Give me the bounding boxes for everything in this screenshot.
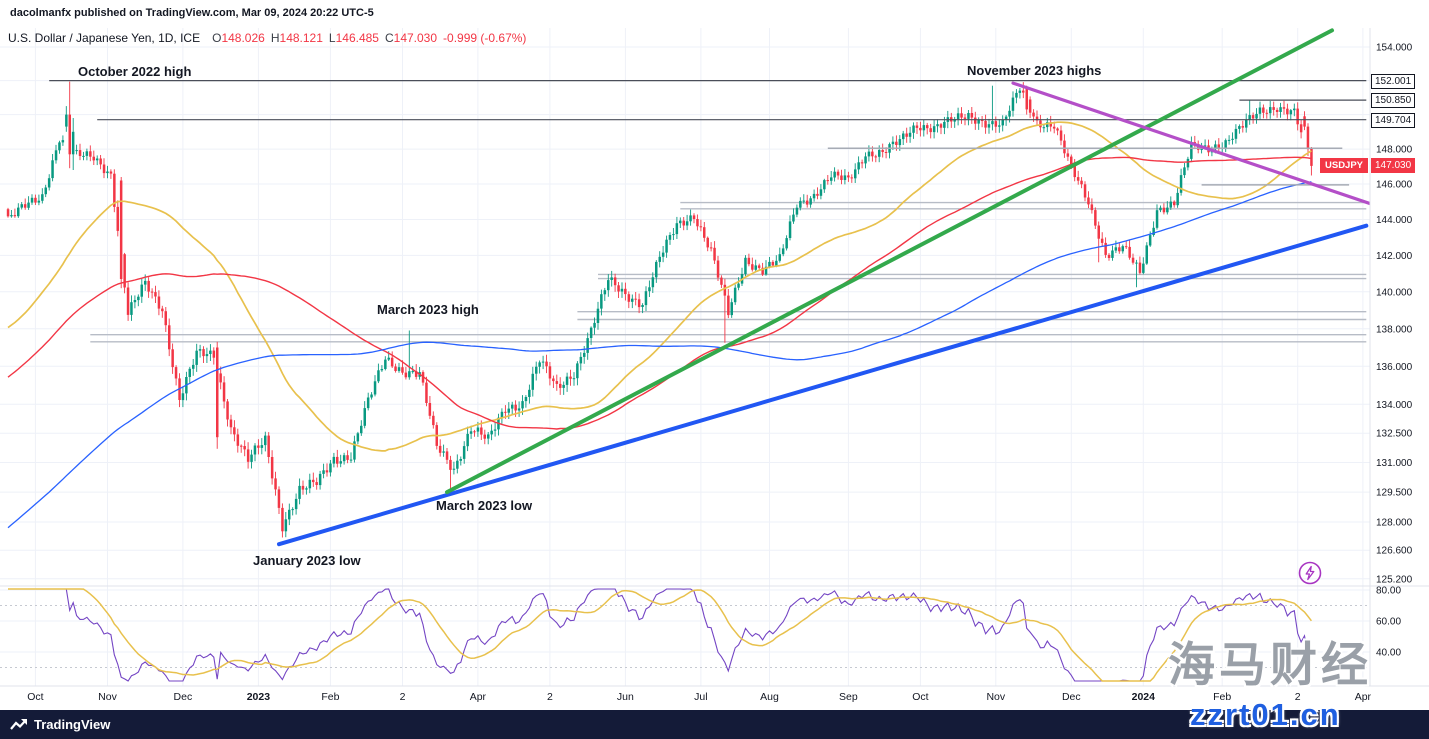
svg-text:Oct: Oct bbox=[27, 691, 43, 703]
tradingview-logo[interactable]: TradingView bbox=[10, 717, 110, 732]
tradingview-logo-icon bbox=[10, 718, 27, 730]
open-value: 148.026 bbox=[221, 31, 265, 45]
svg-text:2: 2 bbox=[1295, 691, 1301, 703]
svg-text:2023: 2023 bbox=[247, 691, 271, 703]
chart-annotation: March 2023 low bbox=[436, 498, 533, 513]
high-value: 148.121 bbox=[279, 31, 323, 45]
svg-text:Nov: Nov bbox=[98, 691, 117, 703]
low-label: L bbox=[328, 31, 336, 45]
svg-text:136.000: 136.000 bbox=[1376, 362, 1413, 373]
svg-text:2: 2 bbox=[400, 691, 406, 703]
chart-legend: U.S. Dollar / Japanese Yen, 1D, ICE O148.… bbox=[8, 31, 526, 45]
svg-text:Apr: Apr bbox=[1355, 691, 1372, 703]
svg-text:126.600: 126.600 bbox=[1376, 546, 1413, 557]
svg-text:132.500: 132.500 bbox=[1376, 429, 1413, 440]
svg-text:Dec: Dec bbox=[1062, 691, 1081, 703]
svg-text:131.000: 131.000 bbox=[1376, 458, 1413, 469]
attribution-bar: dacolmanfx published on TradingView.com,… bbox=[0, 0, 1429, 27]
price-level-tag: 149.704 bbox=[1371, 113, 1416, 128]
chart-annotation: March 2023 high bbox=[377, 302, 479, 317]
svg-text:148.000: 148.000 bbox=[1376, 145, 1413, 156]
svg-text:146.000: 146.000 bbox=[1376, 180, 1413, 191]
lightning-icon bbox=[1298, 561, 1322, 585]
svg-text:Feb: Feb bbox=[321, 691, 339, 703]
svg-text:2024: 2024 bbox=[1132, 691, 1156, 703]
svg-text:125.200: 125.200 bbox=[1376, 574, 1413, 585]
svg-text:Oct: Oct bbox=[912, 691, 928, 703]
price-level-tag: 150.850 bbox=[1371, 93, 1416, 108]
svg-text:140.000: 140.000 bbox=[1376, 287, 1413, 298]
footer-bar: TradingView bbox=[0, 710, 1429, 739]
close-value: 147.030 bbox=[393, 31, 438, 45]
watermark-cjk: 海马财经 bbox=[1168, 638, 1372, 691]
low-value: 146.485 bbox=[335, 31, 379, 45]
svg-text:144.000: 144.000 bbox=[1376, 215, 1413, 226]
watermark-url: zzrt01.cn bbox=[1190, 697, 1341, 732]
high-label: H bbox=[270, 31, 280, 45]
tradingview-brand-text: TradingView bbox=[34, 717, 111, 732]
svg-text:Dec: Dec bbox=[174, 691, 193, 703]
close-label: C bbox=[384, 31, 394, 45]
svg-text:40.00: 40.00 bbox=[1376, 648, 1401, 659]
svg-text:Apr: Apr bbox=[470, 691, 487, 703]
attribution-text: dacolmanfx published on TradingView.com,… bbox=[10, 7, 374, 19]
chart-annotation: January 2023 low bbox=[253, 553, 361, 568]
svg-text:Sep: Sep bbox=[839, 691, 858, 703]
price-level-tag: 152.001 bbox=[1371, 74, 1416, 89]
svg-text:80.00: 80.00 bbox=[1376, 586, 1401, 597]
svg-text:Feb: Feb bbox=[1213, 691, 1231, 703]
svg-text:2: 2 bbox=[547, 691, 553, 703]
open-label: O bbox=[212, 31, 222, 45]
boost-lightning-button[interactable] bbox=[1296, 559, 1324, 587]
last-price-symbol-tag: USDJPY bbox=[1320, 158, 1369, 173]
svg-text:Jul: Jul bbox=[694, 691, 707, 703]
svg-text:128.000: 128.000 bbox=[1376, 518, 1413, 529]
svg-text:129.500: 129.500 bbox=[1376, 488, 1413, 499]
svg-text:134.000: 134.000 bbox=[1376, 400, 1413, 411]
svg-text:Aug: Aug bbox=[760, 691, 779, 703]
price-change: -0.999 (-0.67%) bbox=[443, 31, 527, 45]
svg-text:138.000: 138.000 bbox=[1376, 324, 1413, 335]
chart-annotation: October 2022 high bbox=[78, 64, 192, 79]
svg-text:142.000: 142.000 bbox=[1376, 251, 1413, 262]
symbol-title[interactable]: U.S. Dollar / Japanese Yen, 1D, ICE bbox=[8, 31, 201, 45]
last-price-value-tag: 147.030 bbox=[1371, 158, 1416, 173]
svg-text:154.000: 154.000 bbox=[1376, 43, 1413, 54]
svg-text:Nov: Nov bbox=[986, 691, 1005, 703]
svg-text:60.00: 60.00 bbox=[1376, 617, 1401, 628]
svg-text:Jun: Jun bbox=[617, 691, 634, 703]
chart-annotation: November 2023 highs bbox=[967, 63, 1102, 78]
